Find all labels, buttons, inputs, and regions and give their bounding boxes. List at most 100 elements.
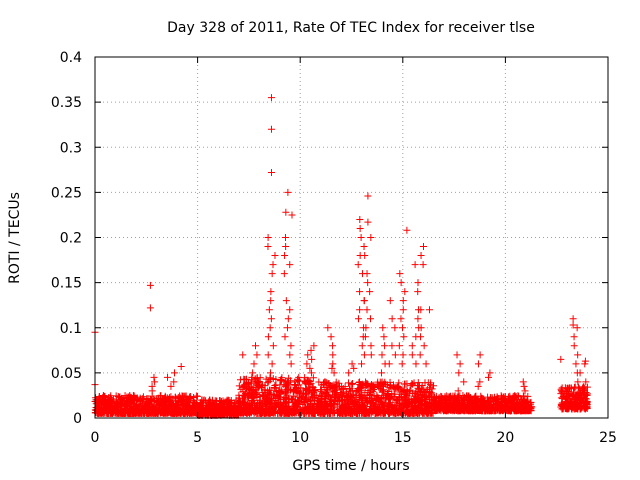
data-point (109, 397, 117, 405)
data-point (269, 375, 277, 383)
data-point (258, 406, 266, 414)
data-point (291, 398, 299, 406)
data-point (307, 397, 315, 405)
data-point (381, 378, 389, 386)
data-point (125, 395, 133, 403)
data-point (162, 400, 170, 408)
data-point (256, 374, 264, 382)
data-point (303, 385, 311, 393)
data-point (277, 375, 285, 383)
data-point (367, 407, 375, 415)
data-point (225, 396, 233, 404)
data-point (374, 393, 382, 401)
data-point (241, 389, 249, 397)
data-point (248, 400, 256, 408)
data-point (355, 385, 363, 393)
data-point (291, 381, 299, 389)
data-point (208, 396, 216, 404)
data-point (346, 393, 354, 401)
data-point (313, 405, 321, 413)
data-point (180, 408, 188, 416)
data-point (248, 385, 256, 393)
data-point (200, 396, 208, 404)
data-point (231, 402, 239, 410)
data-point (293, 385, 301, 393)
data-point (193, 392, 201, 400)
data-point (366, 386, 374, 394)
data-point (317, 403, 325, 411)
data-point (323, 379, 331, 387)
data-point (258, 399, 266, 407)
data-point (247, 379, 255, 387)
data-point (391, 385, 399, 393)
grid-lines (95, 57, 608, 418)
data-point (406, 386, 414, 394)
data-point (122, 400, 130, 408)
data-point (132, 402, 140, 410)
data-point (187, 395, 195, 403)
data-point (320, 381, 328, 389)
data-point (199, 409, 207, 417)
x-tick-label: 5 (193, 430, 202, 446)
data-point (261, 386, 269, 394)
data-point (303, 406, 311, 414)
data-point (180, 401, 188, 409)
data-point (302, 386, 310, 394)
data-point (268, 403, 276, 411)
x-axis-label: GPS time / hours (292, 458, 409, 474)
data-point (182, 401, 190, 409)
data-point (271, 392, 279, 400)
data-point (301, 391, 309, 399)
y-tick-label: 0.15 (51, 276, 82, 292)
data-point (385, 409, 393, 417)
data-point (345, 399, 353, 407)
data-point (237, 408, 245, 416)
data-point (107, 403, 115, 411)
data-point (402, 391, 410, 399)
data-point (276, 393, 284, 401)
data-point (175, 397, 183, 405)
data-points (91, 94, 591, 419)
data-point (310, 387, 318, 395)
data-point (284, 395, 292, 403)
data-point (235, 394, 243, 402)
data-point (317, 388, 325, 396)
data-point (99, 407, 107, 415)
data-point (222, 405, 230, 413)
data-point (403, 386, 411, 394)
y-tick-label: 0.2 (60, 231, 82, 247)
data-point (243, 409, 251, 417)
data-point (171, 408, 179, 416)
data-point (394, 384, 402, 392)
data-point (301, 399, 309, 407)
data-point (235, 382, 243, 390)
data-point (271, 384, 279, 392)
data-point (176, 404, 184, 412)
y-tick-label: 0.3 (60, 140, 82, 156)
data-point (354, 386, 362, 394)
data-point (323, 390, 331, 398)
data-point (132, 402, 140, 410)
data-point (153, 395, 161, 403)
data-point (147, 409, 155, 417)
data-point (267, 400, 275, 408)
data-point (201, 405, 209, 413)
x-tick-label: 15 (394, 430, 412, 446)
data-point (237, 402, 245, 410)
y-tick-label: 0.05 (51, 366, 82, 382)
y-tick-label: 0.25 (51, 185, 82, 201)
data-point (101, 393, 109, 401)
data-point (213, 397, 221, 405)
data-point (288, 409, 296, 417)
data-point (329, 382, 337, 390)
data-point (305, 380, 313, 388)
data-point (179, 409, 187, 417)
data-point (378, 387, 386, 395)
data-point (338, 392, 346, 400)
data-point (276, 400, 284, 408)
data-point (135, 396, 143, 404)
data-point (409, 407, 417, 415)
chart-title: Day 328 of 2011, Rate Of TEC Index for r… (167, 20, 535, 36)
data-point (283, 391, 291, 399)
data-point (259, 381, 267, 389)
